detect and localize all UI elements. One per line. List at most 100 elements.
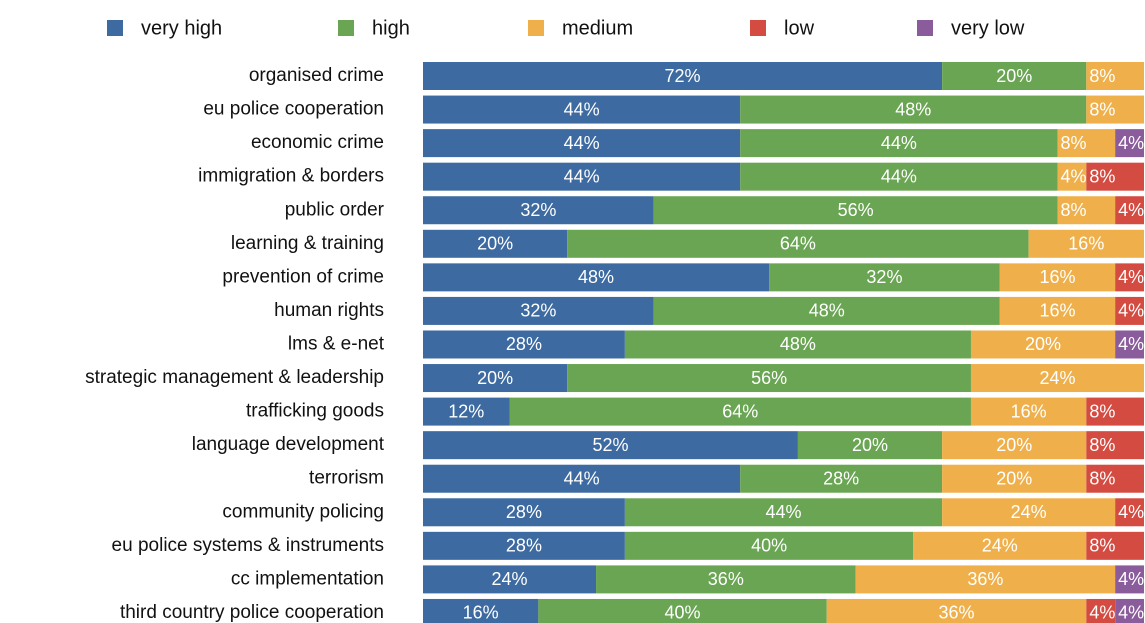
category-label: eu police cooperation <box>203 99 384 120</box>
value-label: 28% <box>823 468 859 488</box>
value-label: 48% <box>780 334 816 354</box>
bar-segment <box>1086 431 1144 460</box>
category-label: eu police systems & instruments <box>112 535 384 556</box>
bar-segment <box>567 229 1029 258</box>
bar-segment <box>1115 330 1144 359</box>
legend-swatch <box>750 20 766 36</box>
bar-segment <box>596 565 856 594</box>
value-label: 24% <box>1039 368 1075 388</box>
value-label: 16% <box>463 603 499 623</box>
value-label: 36% <box>708 569 744 589</box>
category-label: cc implementation <box>231 568 384 589</box>
category-label: prevention of crime <box>222 266 384 287</box>
value-label: 8% <box>1060 200 1086 220</box>
bar-segment <box>942 62 1087 90</box>
bar-segment <box>1115 565 1144 594</box>
bar-segment <box>740 129 1058 158</box>
bar-segment <box>423 62 943 90</box>
value-label: 4% <box>1118 133 1144 153</box>
value-label: 16% <box>1068 234 1104 254</box>
bar-segment <box>999 263 1116 292</box>
bar-segment <box>624 330 971 359</box>
legend-label: high <box>372 17 410 39</box>
value-label: 16% <box>1011 401 1047 421</box>
bar-segment <box>970 364 1144 393</box>
category-label: community policing <box>222 501 384 522</box>
value-label: 20% <box>477 234 513 254</box>
value-label: 24% <box>492 569 528 589</box>
value-label: 20% <box>1025 334 1061 354</box>
value-label: 52% <box>592 435 628 455</box>
bar-segment <box>942 498 1116 527</box>
bar-segment <box>1057 162 1087 191</box>
value-label: 48% <box>809 301 845 321</box>
value-label: 36% <box>967 569 1003 589</box>
value-label: 32% <box>866 267 902 287</box>
category-label: third country police cooperation <box>120 602 384 623</box>
value-label: 56% <box>838 200 874 220</box>
bar-segment <box>423 364 568 393</box>
bar-segment <box>1086 95 1144 124</box>
category-label: trafficking goods <box>246 401 384 422</box>
value-label: 8% <box>1089 435 1115 455</box>
value-label: 24% <box>1011 502 1047 522</box>
value-label: 8% <box>1089 468 1115 488</box>
value-label: 8% <box>1060 133 1086 153</box>
bar-segment <box>1115 498 1144 527</box>
bar-segment <box>538 598 827 623</box>
value-label: 28% <box>506 502 542 522</box>
bar-segment <box>1086 162 1144 191</box>
value-label: 36% <box>939 603 975 623</box>
legend-swatch <box>338 20 354 36</box>
value-label: 8% <box>1089 99 1115 119</box>
value-label: 20% <box>996 66 1032 86</box>
bar-segment <box>423 565 597 594</box>
value-label: 4% <box>1118 267 1144 287</box>
bar-segment <box>1086 598 1116 623</box>
bar-segment <box>423 498 625 527</box>
category-label: language development <box>192 434 385 455</box>
value-label: 8% <box>1089 536 1115 556</box>
bar-segment <box>423 598 539 623</box>
value-label: 4% <box>1118 603 1144 623</box>
value-label: 4% <box>1118 200 1144 220</box>
bar-segment <box>855 565 1116 594</box>
value-label: 64% <box>780 234 816 254</box>
category-label: human rights <box>274 300 384 321</box>
bar-segment <box>1086 397 1144 426</box>
bar-segment <box>942 431 1087 460</box>
bar-segment <box>942 464 1087 493</box>
bar-segment <box>913 531 1087 560</box>
bar-segment <box>1057 196 1116 225</box>
category-label: strategic management & leadership <box>85 367 384 388</box>
bar-segment <box>1086 464 1144 493</box>
value-label: 40% <box>751 536 787 556</box>
category-label: learning & training <box>231 233 384 254</box>
value-label: 32% <box>520 200 556 220</box>
bar-segment <box>653 296 1000 325</box>
bar-segment <box>1028 229 1144 258</box>
legend-swatch <box>528 20 544 36</box>
value-label: 20% <box>477 368 513 388</box>
bar-segment <box>567 364 971 393</box>
legend-swatch <box>107 20 123 36</box>
bar-segment <box>423 330 625 359</box>
value-label: 44% <box>881 166 917 186</box>
value-label: 44% <box>564 468 600 488</box>
value-label: 44% <box>564 99 600 119</box>
value-label: 56% <box>751 368 787 388</box>
bar-segment <box>970 397 1087 426</box>
value-label: 72% <box>665 66 701 86</box>
bar-segment <box>1057 129 1116 158</box>
bar-segment <box>826 598 1087 623</box>
legend-label: low <box>784 17 815 39</box>
bar-segment <box>740 162 1058 191</box>
value-label: 44% <box>564 166 600 186</box>
value-label: 20% <box>996 468 1032 488</box>
value-label: 44% <box>765 502 801 522</box>
legend-label: medium <box>562 17 633 39</box>
value-label: 12% <box>448 401 484 421</box>
bar-segment <box>423 229 568 258</box>
bar-segment <box>423 263 770 292</box>
category-label: lms & e-net <box>288 333 385 354</box>
